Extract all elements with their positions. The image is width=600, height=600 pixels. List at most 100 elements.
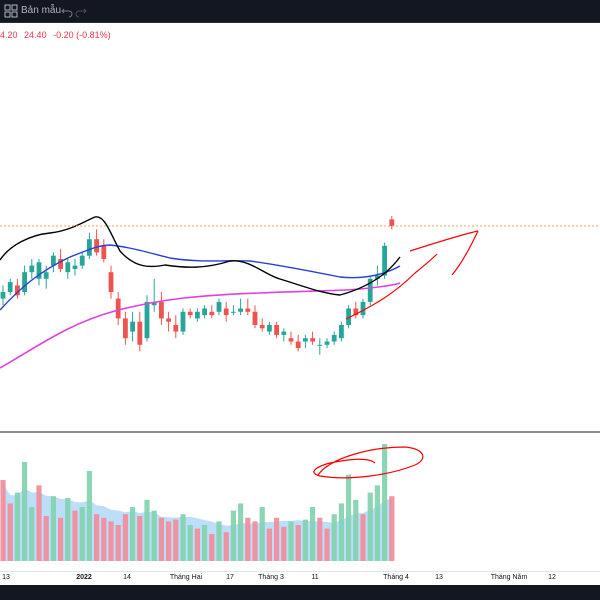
candle [151, 278, 157, 312]
candle-body [324, 341, 330, 345]
annotation-rising-curve [345, 253, 438, 320]
candle [79, 252, 85, 269]
candle-body [231, 311, 236, 313]
candle-body [22, 272, 27, 292]
volume-bar [259, 507, 265, 561]
candle-body [72, 265, 78, 269]
volume-bar [130, 507, 136, 561]
candle [22, 265, 27, 296]
top-toolbar: Bản mẫu [0, 0, 600, 23]
candle-body [389, 219, 395, 226]
volume-bar [281, 526, 287, 561]
candle-body [353, 308, 359, 316]
candle [101, 239, 107, 263]
annotation-volume-circle [313, 446, 424, 479]
candle-body [130, 321, 135, 332]
candle [245, 298, 251, 316]
undo-icon[interactable] [60, 4, 74, 18]
candle-body [115, 298, 121, 319]
ma-short-line [0, 216, 401, 296]
time-axis[interactable]: 13 2022 14 Tháng Hai 17 Tháng 3 11 Tháng… [0, 571, 600, 586]
candle [353, 301, 359, 319]
x-tick: Tháng 3 [258, 574, 284, 581]
legend-close: 24.40 [24, 30, 47, 40]
candle [130, 311, 135, 342]
candle-body [259, 325, 265, 329]
candle-body [346, 308, 351, 325]
volume-bar [266, 528, 272, 561]
candle [288, 331, 294, 345]
candle-body [339, 325, 344, 339]
volume-bar [79, 507, 85, 561]
volume-bar [274, 517, 280, 561]
candle-body [223, 308, 229, 316]
candle [360, 298, 366, 319]
volume-bar [367, 492, 373, 561]
candle-body [295, 341, 301, 349]
template-button[interactable]: Bản mẫu [21, 5, 62, 16]
candle [94, 229, 99, 256]
volume-bar [122, 514, 128, 561]
candle [267, 321, 272, 335]
volume-bar [302, 519, 308, 561]
candle [72, 259, 78, 276]
candle-body [360, 301, 366, 316]
candle [123, 311, 128, 345]
candle [187, 308, 193, 319]
price-chart[interactable] [0, 23, 600, 571]
candle [15, 278, 20, 299]
candle-body [7, 282, 13, 292]
candle [87, 232, 92, 259]
candle-body [310, 338, 315, 342]
candle [137, 311, 143, 352]
volume-bar [338, 503, 344, 561]
candle-body [123, 318, 128, 339]
candle [36, 259, 42, 286]
candle-body [159, 301, 164, 319]
candle [259, 318, 265, 332]
volume-bar [108, 521, 114, 561]
candle-body [0, 292, 6, 299]
candle [115, 292, 121, 325]
volume-bar [7, 503, 13, 561]
ohlc-legend: 4.20 24.40 -0.20 (-0.81%) [0, 30, 115, 40]
redo-icon[interactable] [74, 4, 88, 18]
candle [195, 308, 200, 322]
candle-body [29, 265, 35, 273]
candle [367, 275, 373, 306]
candle [0, 285, 6, 306]
candle [346, 305, 351, 329]
volume-bar [230, 510, 236, 561]
volume-bar [202, 525, 208, 561]
candle-body [202, 308, 207, 316]
candle [180, 308, 186, 335]
candle-body [382, 245, 387, 276]
volume-bar [58, 517, 64, 561]
candle [209, 305, 215, 319]
candle-body [144, 301, 150, 339]
layout-grid-icon[interactable] [4, 4, 18, 18]
volume-bar [295, 525, 301, 561]
chart-area[interactable]: 4.20 24.40 -0.20 (-0.81%) − + ‹ › ↻ [0, 23, 600, 588]
candle [295, 334, 301, 352]
hand-drawn-annotations [313, 230, 479, 479]
candle-body [173, 325, 179, 332]
legend-change: -0.20 (-0.81%) [53, 30, 111, 40]
candle [51, 252, 56, 273]
volume-bar [101, 517, 107, 561]
x-tick: Tháng Hai [169, 574, 203, 581]
volume-bar [252, 521, 258, 561]
volume-bar [151, 510, 157, 561]
volume-bar [216, 521, 222, 561]
candle [375, 265, 380, 286]
candle [389, 216, 395, 230]
x-tick: 13 [435, 574, 443, 581]
candle-body [195, 311, 200, 319]
candle-body [252, 311, 258, 325]
volume-bar [173, 519, 179, 561]
volume-bar [94, 514, 100, 561]
candle [331, 331, 337, 345]
x-tick: 11 [311, 574, 319, 581]
candle-body [36, 262, 42, 279]
candle [216, 298, 222, 316]
